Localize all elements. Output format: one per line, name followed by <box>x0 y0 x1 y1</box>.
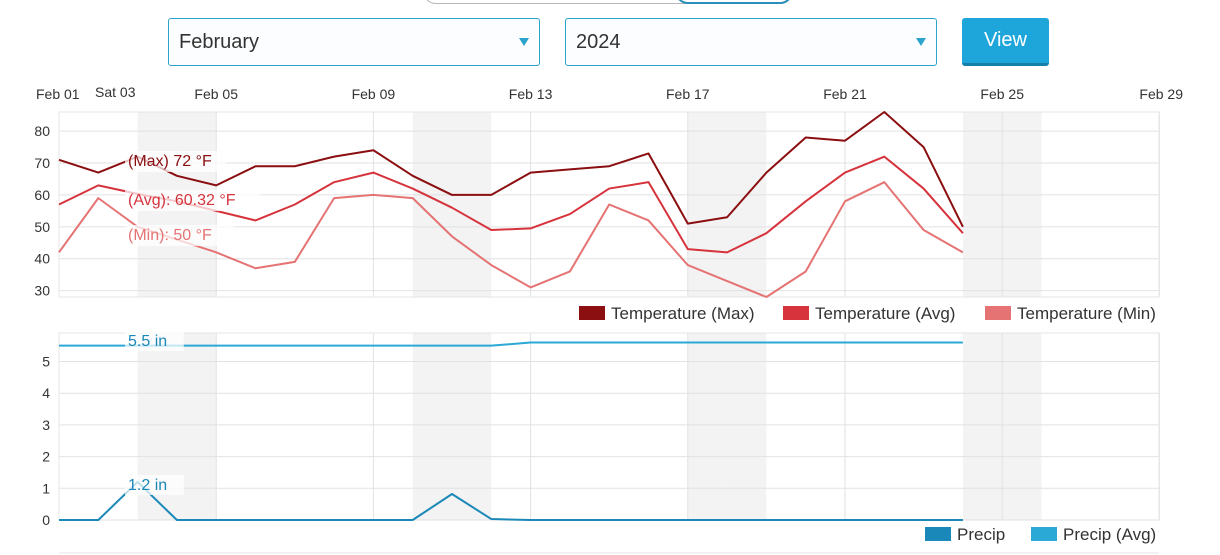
legend-label: Temperature (Max) <box>611 304 755 323</box>
year-select[interactable]: 2024 <box>565 18 937 66</box>
x-tick-label: Feb 29 <box>1139 86 1183 102</box>
tooltip-text: (Avg): 60.32 °F <box>128 192 236 209</box>
weekend-band <box>1002 112 1042 297</box>
x-tick-label: Feb 05 <box>194 86 238 102</box>
weekend-band <box>452 112 492 297</box>
weekend-band <box>687 333 728 520</box>
x-tick-label: Feb 09 <box>352 86 396 102</box>
x-tick-label: Feb 21 <box>823 86 867 102</box>
tooltip-text: (Max) 72 °F <box>128 153 212 170</box>
tooltip-text: (Min): 50 °F <box>128 227 212 244</box>
tooltip-text: 5.5 in <box>128 333 167 350</box>
tooltip-box <box>125 331 184 351</box>
year-select-value: 2024 <box>576 31 621 53</box>
y-tick-label: 5 <box>42 354 50 370</box>
view-button[interactable]: View <box>962 18 1049 66</box>
y-tick-label: 50 <box>34 219 50 235</box>
chevron-down-icon <box>916 38 926 46</box>
weekend-band <box>727 112 767 297</box>
series-line-precip <box>59 480 963 521</box>
legend-label: Temperature (Min) <box>1017 304 1156 323</box>
legend-swatch[interactable] <box>783 306 809 320</box>
month-select-value: February <box>179 31 260 53</box>
series-line-temp-min <box>58 181 964 298</box>
y-tick-label: 30 <box>34 283 50 299</box>
y-tick-label: 4 <box>42 385 50 401</box>
tooltip-box <box>125 190 260 211</box>
weekend-band <box>962 112 1003 297</box>
tooltip-box <box>125 475 184 495</box>
weekend-band <box>962 333 1003 520</box>
x-tick-label: Feb 13 <box>509 86 553 102</box>
weekend-band <box>452 333 492 520</box>
tooltip-box <box>125 225 235 246</box>
y-tick-label: 1 <box>42 480 50 496</box>
y-tick-label: 0 <box>42 512 50 528</box>
hover-date-label: Sat 03 <box>95 84 136 100</box>
y-tick-label: 60 <box>34 187 50 203</box>
tooltip-box <box>125 151 226 172</box>
series-line-temp-max <box>58 111 964 228</box>
x-tick-label: Feb 25 <box>980 86 1024 102</box>
series-line-precip-avg <box>59 341 963 347</box>
legend-label: Temperature (Avg) <box>815 304 955 323</box>
legend-swatch[interactable] <box>925 527 951 541</box>
y-tick-label: 80 <box>34 123 50 139</box>
legend-label: Precip <box>957 525 1005 544</box>
legend-swatch[interactable] <box>985 306 1011 320</box>
y-tick-label: 70 <box>34 155 50 171</box>
y-tick-label: 3 <box>42 417 50 433</box>
y-tick-label: 2 <box>42 449 50 465</box>
x-tick-label: Feb 01 <box>36 86 80 102</box>
legend-swatch[interactable] <box>579 306 605 320</box>
legend-label: Precip (Avg) <box>1063 525 1156 544</box>
legend-swatch[interactable] <box>1031 527 1057 541</box>
weekend-band <box>727 333 767 520</box>
x-tick-label: Feb 17 <box>666 86 710 102</box>
tooltip-text: 1.2 in <box>128 477 167 494</box>
month-select[interactable]: February <box>168 18 540 66</box>
y-tick-label: 40 <box>34 251 50 267</box>
weekend-band <box>412 333 452 520</box>
weekend-band <box>1002 333 1042 520</box>
chevron-down-icon <box>519 38 529 46</box>
weekend-band <box>687 112 728 297</box>
